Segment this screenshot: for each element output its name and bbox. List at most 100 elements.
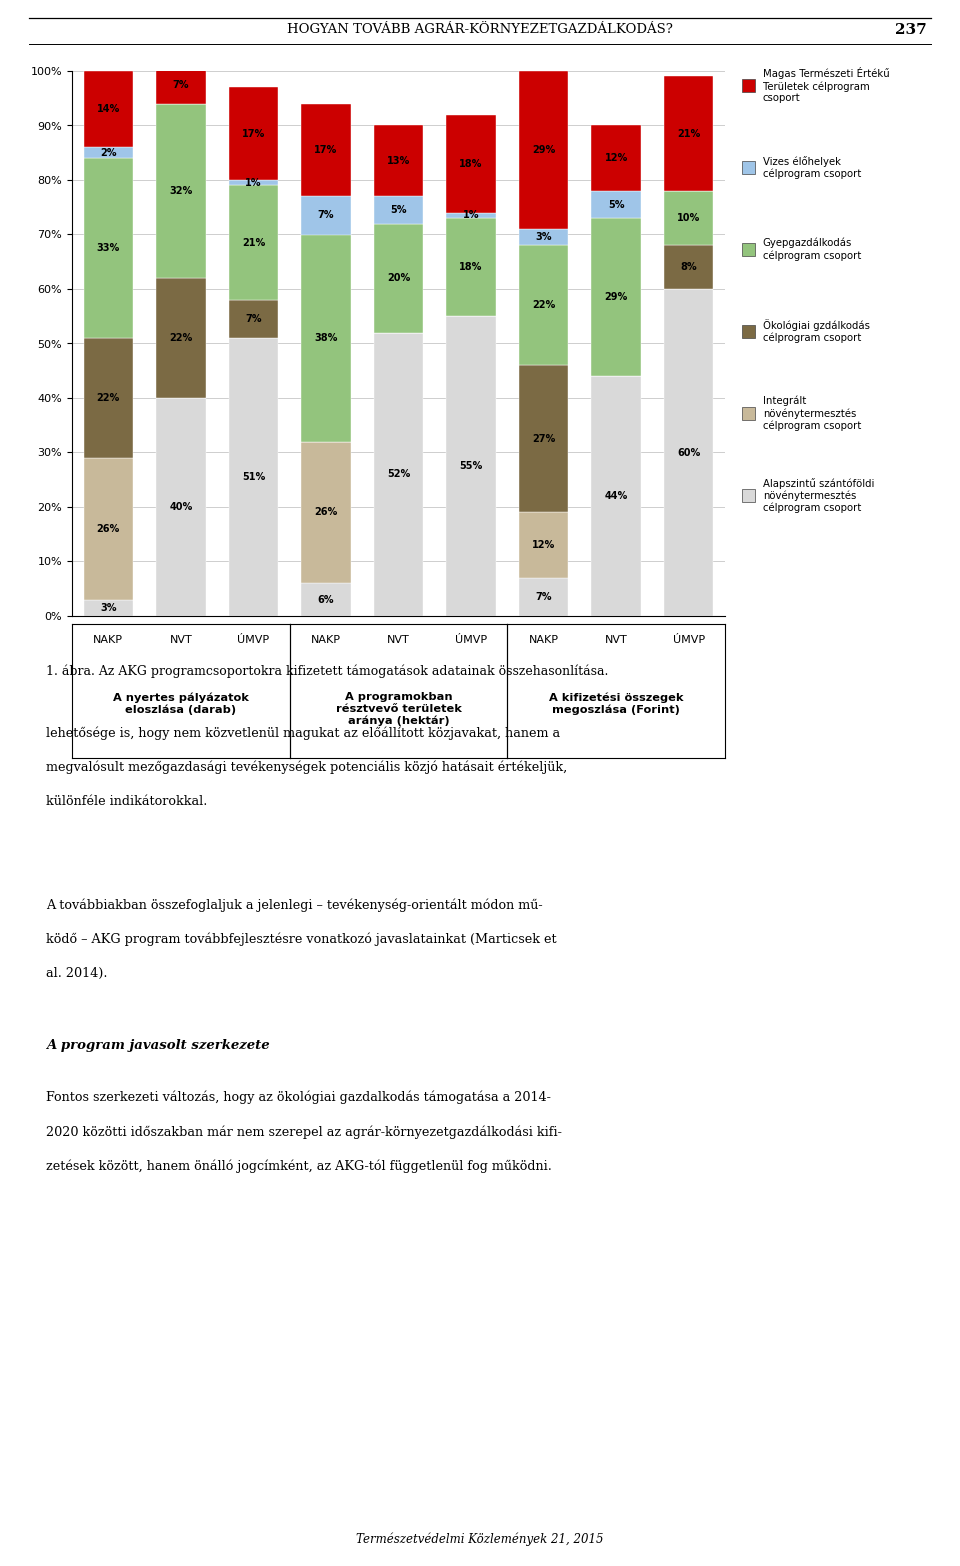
Bar <box>228 180 278 185</box>
Text: 10%: 10% <box>677 213 701 222</box>
Text: 1%: 1% <box>245 177 262 188</box>
Text: lehetősége is, hogy nem közvetlenül magukat az előállított közjavakat, hanem a: lehetősége is, hogy nem közvetlenül magu… <box>46 727 561 739</box>
Text: 21%: 21% <box>242 238 265 247</box>
Text: Természetvédelmi Közlemények 21, 2015: Természetvédelmi Közlemények 21, 2015 <box>356 1532 604 1546</box>
Text: NVT: NVT <box>387 636 410 645</box>
Bar <box>156 103 205 279</box>
Text: A nyertes pályázatok
eloszlása (darab): A nyertes pályázatok eloszlása (darab) <box>113 692 249 716</box>
Text: 40%: 40% <box>169 503 192 512</box>
Bar <box>228 185 278 301</box>
Text: Alapszintű szántóföldi
növénytermesztés
célprogram csoport: Alapszintű szántóföldi növénytermesztés … <box>762 478 874 514</box>
Text: NAKP: NAKP <box>311 636 341 645</box>
Text: zetések között, hanem önálló jogcímként, az AKG-tól függetlenül fog működni.: zetések között, hanem önálló jogcímként,… <box>46 1160 552 1173</box>
Text: Ökológiai gzdálkodás
célprogram csoport: Ökológiai gzdálkodás célprogram csoport <box>762 319 870 343</box>
Text: 51%: 51% <box>242 471 265 482</box>
Text: 21%: 21% <box>677 128 701 139</box>
Bar <box>156 66 205 103</box>
Text: al. 2014).: al. 2014). <box>46 968 108 980</box>
Text: Magas Természeti Értékű
Területek célprogram
csoport: Magas Természeti Értékű Területek célpro… <box>762 67 889 103</box>
Bar <box>301 583 350 615</box>
Text: A program javasolt szerkezete: A program javasolt szerkezete <box>46 1040 270 1052</box>
Text: 6%: 6% <box>318 595 334 604</box>
Bar <box>301 442 350 583</box>
Text: 27%: 27% <box>532 434 555 443</box>
Text: NVT: NVT <box>605 636 628 645</box>
Bar <box>519 229 568 246</box>
Bar <box>301 196 350 235</box>
Text: 5%: 5% <box>391 205 407 215</box>
Text: 13%: 13% <box>387 157 410 166</box>
Bar <box>591 191 641 218</box>
Text: 26%: 26% <box>314 507 338 517</box>
Bar <box>519 512 568 578</box>
Text: 20%: 20% <box>387 272 410 283</box>
Bar <box>446 114 495 213</box>
Text: 33%: 33% <box>97 243 120 254</box>
Bar <box>84 147 132 158</box>
Bar <box>84 70 132 147</box>
Text: 55%: 55% <box>460 460 483 471</box>
Text: 8%: 8% <box>681 262 697 272</box>
Bar <box>84 600 132 615</box>
Text: A kifizetési összegek
megoszlása (Forint): A kifizetési összegek megoszlása (Forint… <box>549 692 684 716</box>
Text: 22%: 22% <box>532 301 555 310</box>
Text: 18%: 18% <box>460 262 483 272</box>
Text: NVT: NVT <box>170 636 192 645</box>
Text: 22%: 22% <box>169 334 192 343</box>
Bar <box>373 125 423 196</box>
Text: 60%: 60% <box>677 448 701 457</box>
Text: 1%: 1% <box>463 210 479 221</box>
Bar <box>156 279 205 398</box>
Text: Integrált
növénytermesztés
célprogram csoport: Integrált növénytermesztés célprogram cs… <box>762 396 861 431</box>
Bar <box>664 191 713 246</box>
Bar <box>519 578 568 615</box>
Text: 3%: 3% <box>100 603 116 612</box>
Text: 22%: 22% <box>97 393 120 402</box>
Text: 12%: 12% <box>605 153 628 163</box>
Text: különféle indikátorokkal.: különféle indikátorokkal. <box>46 796 207 808</box>
Bar <box>591 125 641 191</box>
Bar <box>373 332 423 615</box>
Text: Gyepgazdálkodás
célprogram csoport: Gyepgazdálkodás célprogram csoport <box>762 238 861 260</box>
Text: 12%: 12% <box>532 540 555 550</box>
Text: 2%: 2% <box>100 147 116 158</box>
Bar <box>84 457 132 600</box>
Text: ÚMVP: ÚMVP <box>673 636 705 645</box>
Bar <box>664 77 713 191</box>
Text: 17%: 17% <box>242 128 265 139</box>
Text: 38%: 38% <box>314 334 338 343</box>
Bar <box>446 218 495 316</box>
Text: ÚMVP: ÚMVP <box>237 636 270 645</box>
Text: 44%: 44% <box>605 492 628 501</box>
Text: 18%: 18% <box>460 158 483 169</box>
Bar <box>519 246 568 365</box>
Text: 17%: 17% <box>314 146 338 155</box>
Text: Fontos szerkezeti változás, hogy az ökológiai gazdalkodás támogatása a 2014-: Fontos szerkezeti változás, hogy az ökol… <box>46 1092 551 1104</box>
Text: NAKP: NAKP <box>93 636 123 645</box>
Bar <box>156 398 205 615</box>
Bar <box>228 88 278 180</box>
Text: A programokban
résztvevő területek
aránya (hektár): A programokban résztvevő területek arány… <box>336 692 462 727</box>
Bar <box>228 338 278 615</box>
Text: 29%: 29% <box>532 146 555 155</box>
Text: 2020 közötti időszakban már nem szerepel az agrár-környezetgazdálkodási kifi-: 2020 közötti időszakban már nem szerepel… <box>46 1126 562 1138</box>
Text: ÚMVP: ÚMVP <box>455 636 487 645</box>
Text: 52%: 52% <box>387 470 410 479</box>
Bar <box>84 338 132 457</box>
Bar <box>84 158 132 338</box>
Bar <box>446 316 495 615</box>
Bar <box>373 224 423 332</box>
Text: 29%: 29% <box>605 293 628 302</box>
Bar <box>301 235 350 442</box>
Text: NAKP: NAKP <box>529 636 559 645</box>
Bar <box>519 365 568 512</box>
Text: megvalósult mezőgazdasági tevékenységek potenciális közjó hatásait értékeljük,: megvalósult mezőgazdasági tevékenységek … <box>46 761 567 774</box>
Text: 5%: 5% <box>608 199 624 210</box>
Bar <box>519 70 568 229</box>
Bar <box>228 301 278 338</box>
Text: A továbbiakban összefoglaljuk a jelenlegi – tevékenység-orientált módon mű-: A továbbiakban összefoglaljuk a jelenleg… <box>46 899 542 911</box>
Text: 1. ábra. Az AKG programcsoportokra kifizetett támogatások adatainak összehasonlí: 1. ábra. Az AKG programcsoportokra kifiz… <box>46 664 609 678</box>
Text: ködő – AKG program továbbfejlesztésre vonatkozó javaslatainkat (Marticsek et: ködő – AKG program továbbfejlesztésre vo… <box>46 933 557 946</box>
Text: 7%: 7% <box>173 80 189 89</box>
Text: 7%: 7% <box>318 210 334 221</box>
